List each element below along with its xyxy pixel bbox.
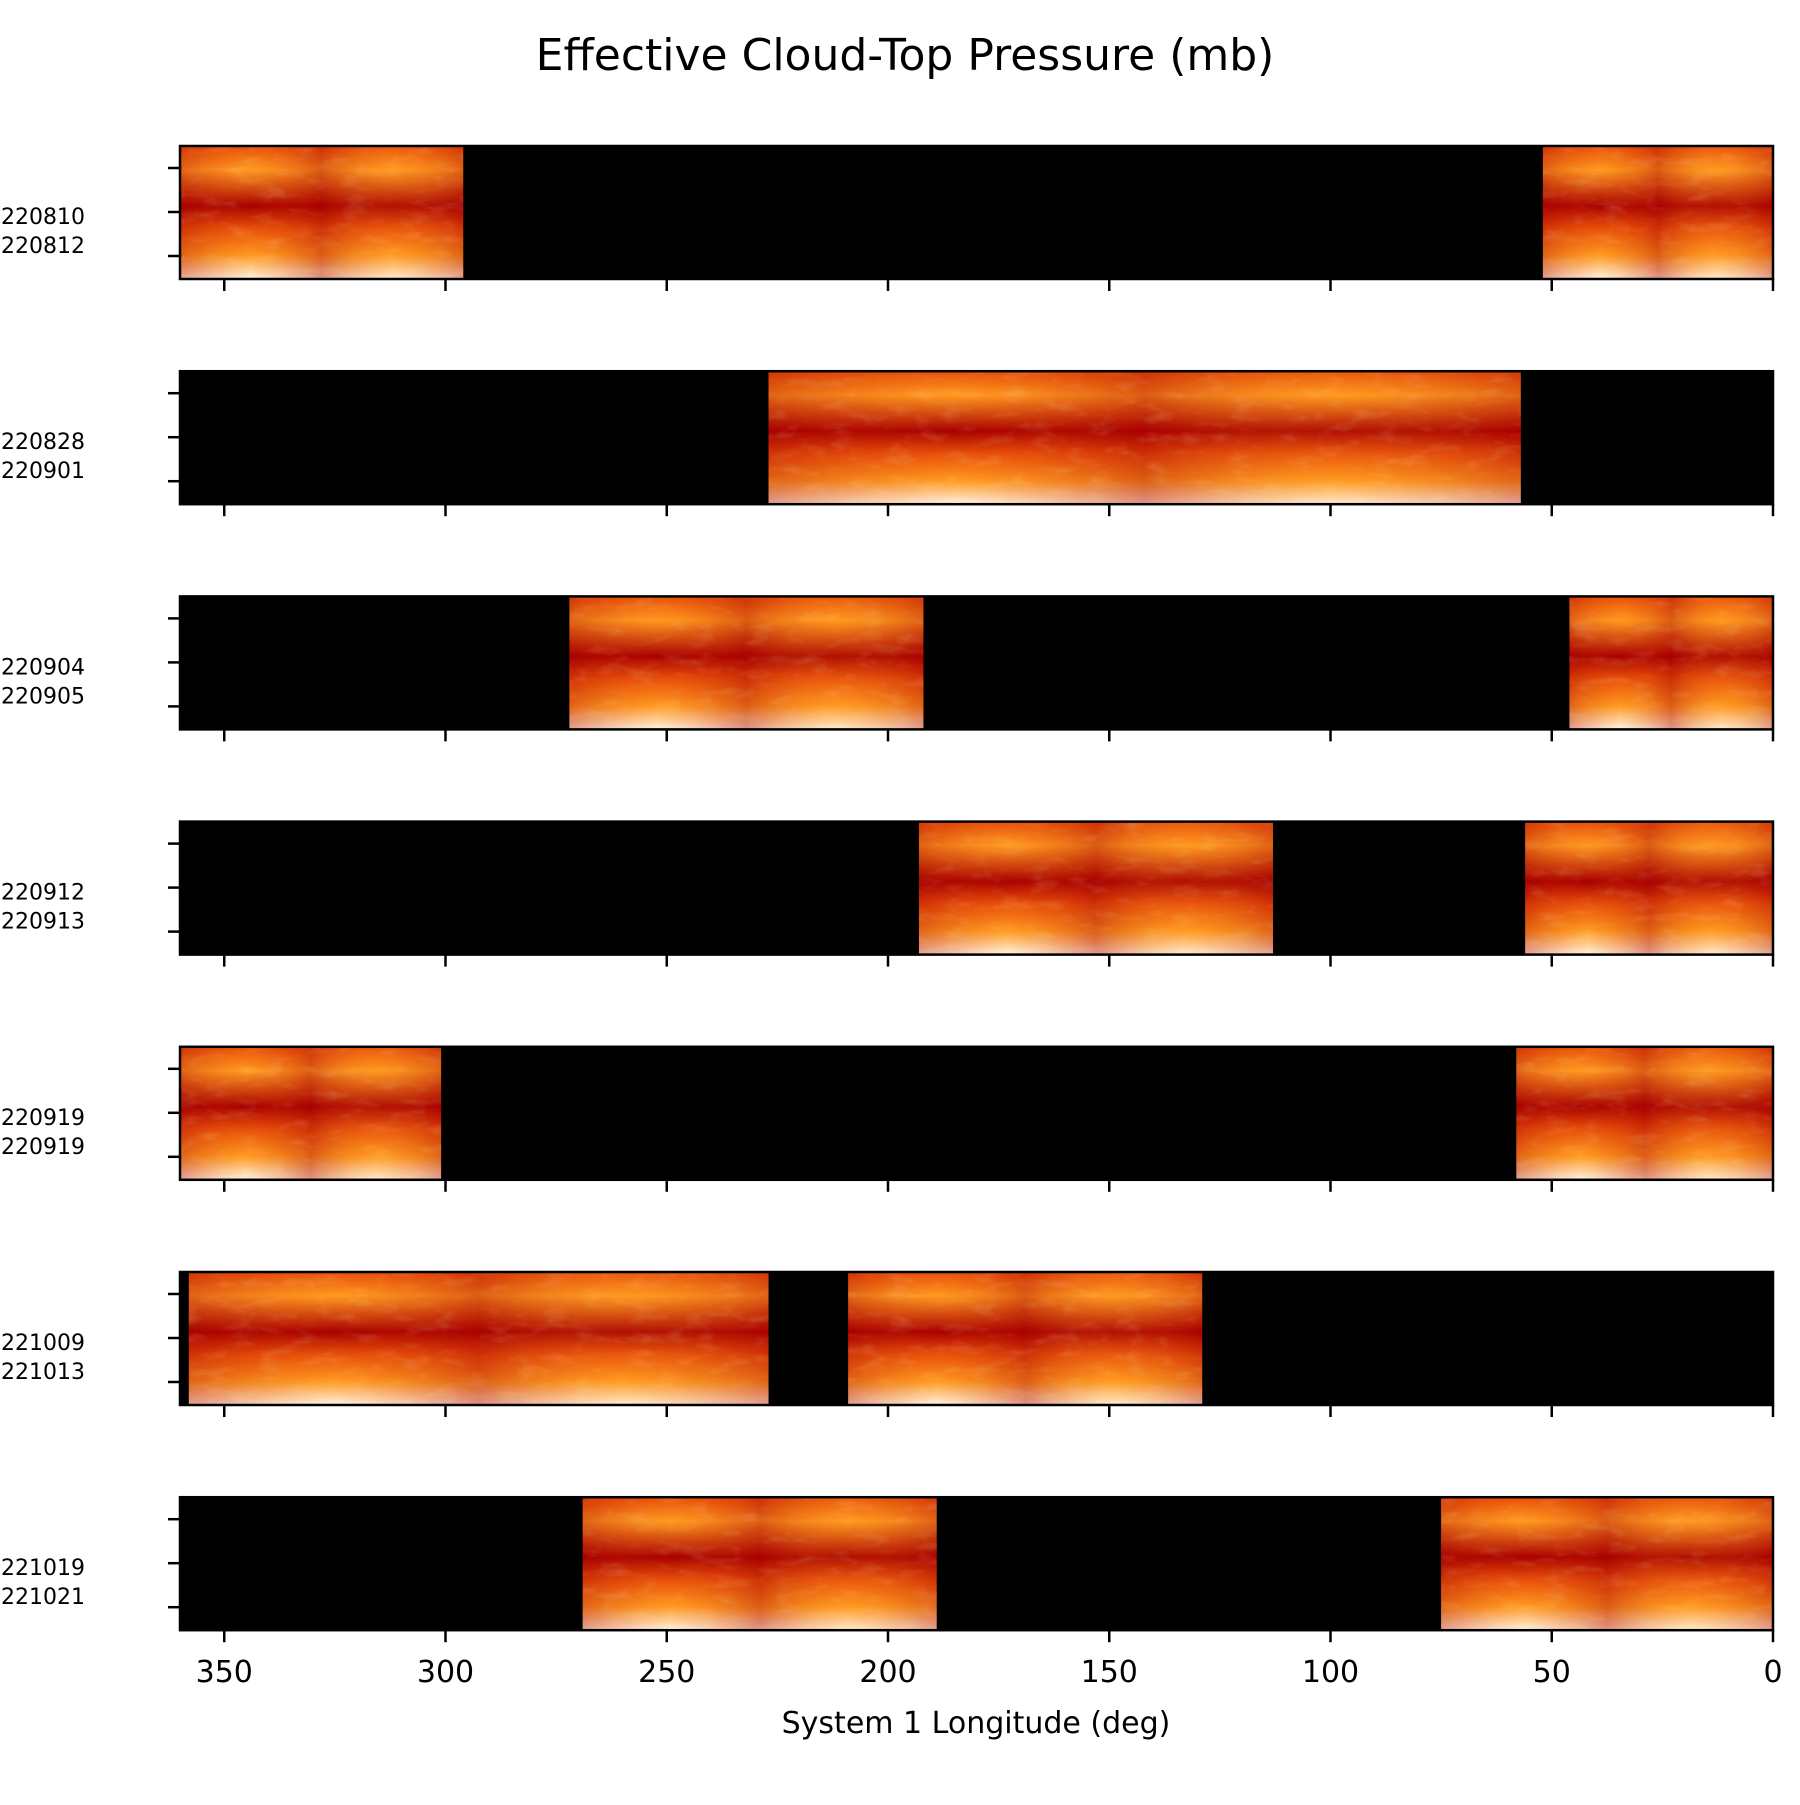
coverage-texture <box>1569 596 1773 730</box>
panel-5: 220919 220919 <box>1 1045 1775 1192</box>
y-tick-label: 220810 <box>1 205 85 230</box>
panel-2: 220828 220901 <box>1 369 1775 517</box>
x-tick-label: 300 <box>417 1655 474 1690</box>
y-tick-label: 220912 <box>1 881 85 906</box>
coverage-group <box>582 1497 1773 1631</box>
coverage-group <box>569 596 1773 730</box>
coverage-texture <box>768 371 1521 505</box>
coverage-group <box>188 1272 1203 1405</box>
y-tick-label: 220905 <box>1 684 85 709</box>
y-tick-label: 220913 <box>1 910 85 935</box>
y-tick-label: 221019 <box>1 1556 85 1581</box>
panel-background <box>180 1046 1773 1180</box>
coverage-texture <box>582 1497 937 1631</box>
panels-group: 2208102208122208282209012209042209052209… <box>1 144 1783 1690</box>
panel-3: 220904 220905 <box>1 595 1775 742</box>
coverage-texture <box>180 1046 442 1180</box>
coverage-group <box>180 1046 1773 1180</box>
coverage-group <box>768 371 1521 505</box>
x-tick-label: 50 <box>1533 1655 1571 1690</box>
panel-6: 221009 221013 <box>1 1270 1775 1417</box>
x-axis-label: System 1 Longitude (deg) <box>782 1706 1171 1741</box>
coverage-texture <box>848 1272 1203 1405</box>
chart-title: Effective Cloud-Top Pressure (mb) <box>536 30 1275 81</box>
panel-4: 220912 220913 <box>1 820 1775 967</box>
coverage-texture <box>1525 821 1773 955</box>
y-tick-label: 220812 <box>1 234 85 259</box>
x-tick-label: 200 <box>859 1655 916 1690</box>
coverage-group <box>918 821 1773 955</box>
y-tick-label: 221009 <box>1 1331 85 1356</box>
x-tick-label: 250 <box>638 1655 695 1690</box>
coverage-texture <box>180 146 464 279</box>
coverage-group <box>180 146 1773 279</box>
y-tick-label: 220901 <box>1 459 85 484</box>
coverage-texture <box>1441 1497 1773 1631</box>
coverage-texture <box>918 821 1273 955</box>
coverage-texture <box>188 1272 769 1405</box>
y-tick-label: 220828 <box>1 430 85 455</box>
coverage-texture <box>1542 146 1773 279</box>
y-tick-label: 221021 <box>1 1585 85 1610</box>
y-tick-label: 221013 <box>1 1360 85 1385</box>
panel-background <box>180 596 1773 730</box>
y-tick-label: 220919 <box>1 1106 85 1131</box>
coverage-texture <box>1516 1046 1773 1180</box>
x-tick-label: 100 <box>1302 1655 1359 1690</box>
x-tick-label: 350 <box>196 1655 253 1690</box>
x-tick-label: 0 <box>1763 1655 1782 1690</box>
panel-1: 220810 220812 <box>1 144 1775 291</box>
coverage-texture <box>569 596 924 730</box>
y-tick-label: 220904 <box>1 655 85 680</box>
panel-7: 221019 221021 350 300 250 200 150 100 50 0 <box>1 1495 1783 1690</box>
y-tick-label: 220919 <box>1 1135 85 1160</box>
x-tick-label: 150 <box>1081 1655 1138 1690</box>
